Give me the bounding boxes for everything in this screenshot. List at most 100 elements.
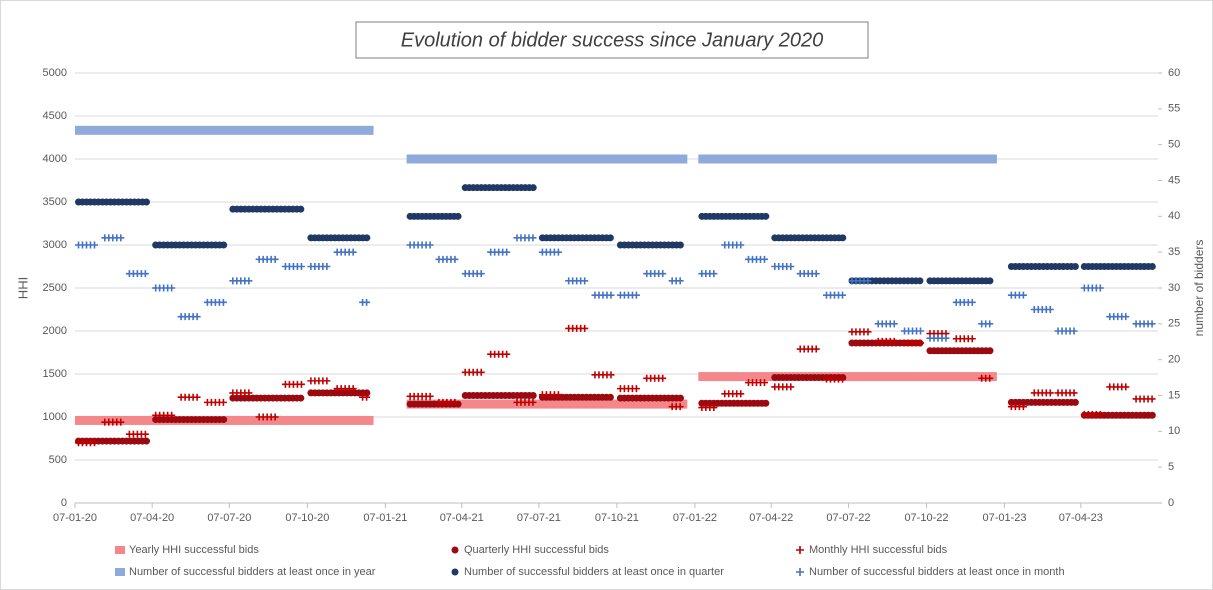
y-tick-label: 500 (49, 454, 67, 466)
period-crosses (668, 403, 684, 411)
period-crosses (75, 241, 98, 249)
x-tick-label: 07-10-22 (904, 512, 948, 524)
y-tick-label: 4000 (43, 153, 67, 165)
title-box (355, 21, 869, 59)
legend-swatch (796, 546, 804, 554)
period-crosses (721, 241, 745, 249)
period-crosses (952, 298, 976, 306)
period-crosses (307, 263, 331, 270)
period-crosses (1132, 320, 1156, 328)
y2-tick-label: 50 (1168, 139, 1180, 151)
period-crosses (771, 263, 795, 270)
period-crosses (203, 398, 227, 406)
period-crosses (978, 374, 994, 382)
period-bar (75, 125, 374, 135)
period-crosses (591, 291, 615, 299)
period-crosses (281, 380, 305, 388)
y2-axis-label: number of bidders (1192, 240, 1206, 337)
period-crosses (668, 277, 684, 285)
period-crosses (926, 330, 950, 338)
y-tick-label: 5000 (43, 67, 67, 79)
period-crosses (591, 371, 615, 379)
period-crosses (1132, 395, 1156, 403)
x-tick-label: 07-10-21 (595, 512, 639, 524)
period-bar (406, 399, 688, 409)
y2-tick-label: 5 (1168, 461, 1174, 473)
legend-label: Monthly HHI successful bids (809, 544, 948, 556)
y-tick-label: 0 (61, 497, 67, 509)
y2-tick-label: 55 (1168, 103, 1180, 115)
period-crosses (952, 335, 976, 343)
period-crosses (1054, 389, 1078, 397)
period-crosses (901, 327, 925, 335)
period-crosses (229, 277, 253, 285)
period-crosses (565, 324, 589, 332)
period-crosses (152, 284, 176, 292)
period-crosses (255, 413, 279, 421)
period-bar (698, 372, 997, 382)
period-crosses (203, 298, 227, 306)
x-tick-label: 07-07-22 (826, 512, 870, 524)
period-crosses (796, 270, 820, 278)
period-crosses (333, 385, 357, 393)
y2-tick-label: 60 (1168, 67, 1180, 79)
period-crosses (848, 277, 872, 285)
period-crosses (901, 339, 925, 347)
period-crosses (565, 277, 589, 285)
period-crosses (359, 298, 371, 306)
y2-tick-label: 15 (1168, 389, 1180, 401)
period-crosses (796, 345, 820, 353)
period-crosses (1007, 291, 1027, 299)
x-tick-label: 07-01-23 (982, 512, 1026, 524)
legend-label: Quarterly HHI successful bids (464, 544, 609, 556)
period-crosses (152, 411, 176, 419)
period-crosses (643, 270, 667, 278)
period-crosses (125, 270, 149, 278)
period-crosses (744, 379, 768, 387)
period-crosses (538, 248, 562, 256)
period-crosses (435, 398, 459, 406)
period-crosses (229, 389, 253, 397)
period-bar (406, 154, 688, 164)
period-crosses (461, 270, 485, 278)
period-crosses (823, 291, 847, 299)
period-crosses (406, 241, 434, 249)
x-tick-label: 07-07-20 (207, 512, 251, 524)
legend-swatch (451, 546, 459, 554)
x-tick-label: 07-04-21 (440, 512, 484, 524)
y2-tick-label: 40 (1168, 210, 1180, 222)
period-crosses (1030, 306, 1054, 313)
x-tick-label: 07-04-23 (1059, 512, 1103, 524)
period-crosses (698, 404, 718, 412)
period-crosses (698, 270, 718, 278)
legend-swatch (115, 546, 125, 554)
x-tick-label: 07-01-21 (363, 512, 407, 524)
period-crosses (177, 393, 201, 401)
period-crosses (333, 248, 357, 256)
y2-tick-label: 35 (1168, 246, 1180, 258)
period-crosses (1106, 383, 1130, 391)
period-bar (698, 154, 997, 164)
period-crosses (1054, 327, 1078, 335)
period-crosses (874, 320, 898, 328)
period-crosses (359, 393, 371, 401)
period-crosses (744, 255, 768, 263)
period-crosses (101, 418, 125, 426)
period-crosses (461, 368, 485, 376)
y-tick-label: 1500 (43, 368, 67, 380)
period-crosses (874, 337, 898, 345)
period-crosses (643, 374, 667, 382)
period-crosses (848, 328, 872, 336)
y-tick-label: 2500 (43, 282, 67, 294)
x-tick-label: 07-01-22 (673, 512, 717, 524)
y-tick-label: 4500 (43, 110, 67, 122)
legend-label: Yearly HHI successful bids (129, 544, 259, 556)
period-crosses (616, 385, 640, 393)
period-crosses (1106, 313, 1130, 321)
x-tick-label: 07-04-22 (749, 512, 793, 524)
y-tick-label: 1000 (43, 411, 67, 423)
period-crosses (125, 430, 149, 438)
period-crosses (1007, 403, 1027, 411)
period-crosses (281, 263, 305, 270)
